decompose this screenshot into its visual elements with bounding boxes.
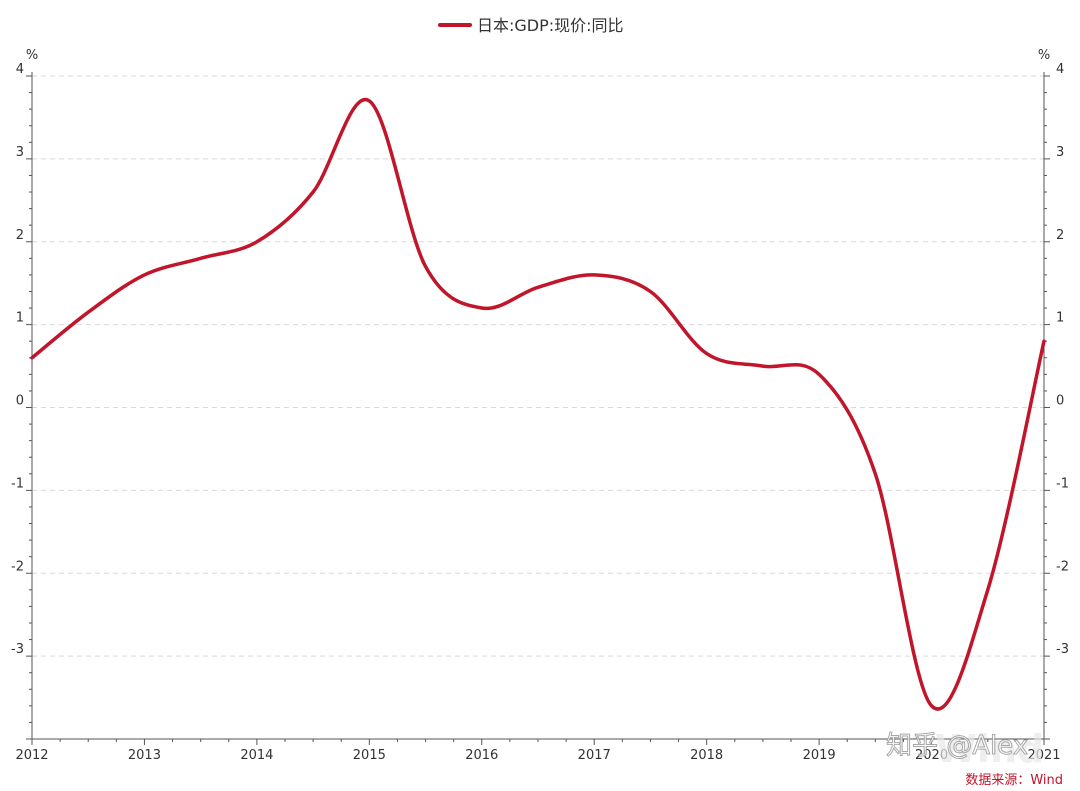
x-tick-label: 2018	[690, 748, 723, 763]
right-y-tick-label: 3	[1056, 145, 1064, 160]
series-point[interactable]	[422, 263, 430, 271]
left-y-unit-label: %	[26, 48, 38, 63]
grid-lines	[32, 75, 1044, 657]
series-layer	[28, 97, 1048, 711]
right-y-tick-label: 2	[1056, 228, 1064, 243]
left-y-tick-label: 1	[16, 311, 24, 326]
series-point[interactable]	[253, 238, 261, 246]
series-point[interactable]	[928, 702, 936, 710]
watermark: Wind 知乎 @Alex	[886, 727, 1045, 771]
left-y-tick-label: 3	[16, 145, 24, 160]
x-tick-label: 2020	[915, 748, 948, 763]
right-y-tick-label: 0	[1056, 394, 1064, 409]
left-y-tick-label: 2	[16, 228, 24, 243]
x-tick-label: 2013	[128, 748, 161, 763]
legend-entry: 日本:GDP:现价:同比	[477, 16, 624, 35]
left-y-tick-label: -3	[11, 642, 24, 657]
series-point[interactable]	[646, 287, 654, 295]
x-ticks: 2012 2013 2014 2015 2016 2017 2018 2019 2020 2021	[15, 739, 1061, 763]
series-point[interactable]	[759, 362, 767, 370]
series-point[interactable]	[28, 354, 36, 362]
left-y-tick-label: -1	[11, 476, 24, 491]
series-point[interactable]	[534, 283, 542, 291]
right-y-tick-label: -3	[1056, 642, 1069, 657]
series-point[interactable]	[703, 350, 711, 358]
x-tick-label: 2015	[353, 748, 386, 763]
right-y-tick-label: 1	[1056, 311, 1064, 326]
x-tick-label: 2019	[803, 748, 836, 763]
series-point[interactable]	[590, 271, 598, 279]
left-y-tick-label: 4	[16, 62, 24, 77]
series-point[interactable]	[478, 304, 486, 312]
series-line[interactable]	[30, 97, 1046, 711]
right-y-tick-label: -2	[1056, 559, 1069, 574]
series-point[interactable]	[1040, 337, 1048, 345]
x-tick-label: 2014	[240, 748, 273, 763]
x-tick-label: 2021	[1027, 748, 1060, 763]
left-y-tick-label: 0	[16, 394, 24, 409]
x-tick-label: 2017	[578, 748, 611, 763]
series-point[interactable]	[140, 271, 148, 279]
x-tick-label: 2012	[15, 748, 48, 763]
x-tick-label: 2016	[465, 748, 498, 763]
series-point[interactable]	[84, 308, 92, 316]
right-y-tick-label: 4	[1056, 62, 1064, 77]
series-point[interactable]	[197, 254, 205, 262]
right-y-ticks: 4 3 2 1 0 -1 -2 -3	[1044, 62, 1069, 740]
axes	[31, 72, 1045, 740]
series-point[interactable]	[815, 370, 823, 378]
right-y-tick-label: -1	[1056, 476, 1069, 491]
left-y-tick-label: -2	[11, 559, 24, 574]
series-point[interactable]	[871, 470, 879, 478]
legend[interactable]: 日本:GDP:现价:同比	[438, 16, 624, 35]
source-note: 数据来源：Wind	[965, 773, 1063, 788]
left-y-ticks: 4 3 2 1 0 -1 -2 -3	[11, 62, 32, 740]
series-point[interactable]	[984, 586, 992, 594]
series-point[interactable]	[309, 188, 317, 196]
wind-watermark: Wind	[935, 727, 1044, 771]
series-point[interactable]	[365, 97, 373, 105]
right-y-unit-label: %	[1038, 48, 1050, 63]
zhihu-watermark: 知乎 @Alex	[886, 731, 1028, 761]
